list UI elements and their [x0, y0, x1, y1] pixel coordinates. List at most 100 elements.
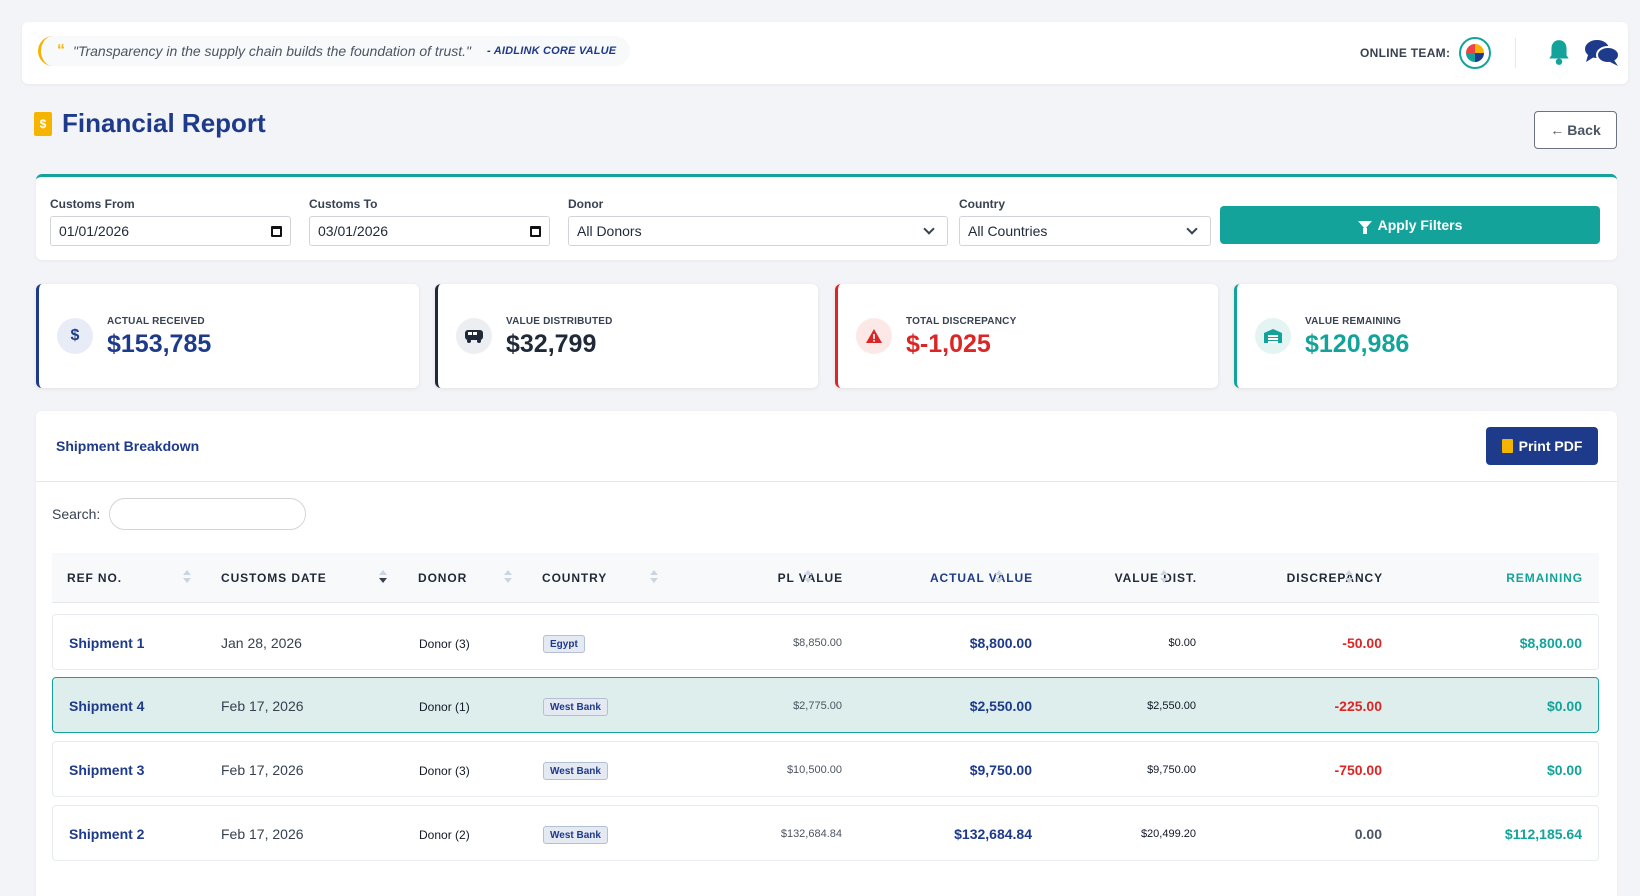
hand-dollar-icon: $ [57, 318, 93, 354]
customs-date: Feb 17, 2026 [221, 698, 304, 714]
donor: Donor (3) [419, 637, 470, 651]
arrow-left-icon: ← [1550, 122, 1565, 138]
remaining: $8,800.00 [1519, 635, 1582, 651]
top-bar: “ "Transparency in the supply chain buil… [22, 22, 1628, 84]
breakdown-title: Shipment Breakdown [56, 438, 200, 454]
print-pdf-button[interactable]: Print PDF [1486, 427, 1598, 465]
sort-icon[interactable] [183, 569, 191, 585]
calendar-icon[interactable] [530, 225, 541, 237]
discrepancy: -750.00 [1334, 762, 1382, 778]
core-value-quote: “ "Transparency in the supply chain buil… [38, 36, 631, 66]
country-group: Country All Countries [959, 197, 1211, 246]
page-header: $ Financial Report [34, 108, 266, 139]
online-team-label: ONLINE TEAM: [1360, 46, 1451, 60]
pl-value: $132,684.84 [780, 828, 842, 840]
customs-date: Feb 17, 2026 [221, 762, 304, 778]
divider [1515, 38, 1516, 68]
customs-from-group: Customs From 01/01/2026 [50, 197, 291, 246]
donor: Donor (1) [419, 700, 470, 714]
chat-icon[interactable] [1584, 38, 1620, 68]
search-input[interactable] [109, 498, 306, 530]
apply-filters-button[interactable]: Apply Filters [1220, 206, 1600, 244]
sort-icon[interactable] [650, 569, 658, 585]
chevron-down-icon [1186, 223, 1198, 235]
table-row[interactable]: Shipment 2 Feb 17, 2026 Donor (2) West B… [52, 805, 1599, 861]
shipment-breakdown-card: Shipment Breakdown Print PDF Search: REF… [36, 411, 1617, 896]
back-button[interactable]: ← Back [1534, 111, 1617, 149]
search-label: Search: [52, 506, 101, 522]
country-label: Country [959, 197, 1005, 211]
column-header-donor[interactable]: DONOR [418, 571, 468, 585]
quote-text: "Transparency in the supply chain builds… [73, 43, 472, 59]
table-row[interactable]: Shipment 3 Feb 17, 2026 Donor (3) West B… [52, 741, 1599, 797]
sort-icon[interactable] [995, 569, 1003, 585]
country-badge: West Bank [543, 762, 608, 780]
sort-icon[interactable] [1345, 569, 1353, 585]
country-badge: West Bank [543, 698, 608, 716]
sort-icon[interactable] [379, 569, 387, 585]
table-header: REF NO. CUSTOMS DATE DONOR COUNTRY PL VA… [52, 553, 1599, 603]
remaining: $0.00 [1546, 698, 1582, 714]
sort-icon[interactable] [504, 569, 512, 585]
discrepancy: -50.00 [1342, 635, 1382, 651]
ref-link[interactable]: Shipment 3 [69, 762, 145, 778]
customs-date: Jan 28, 2026 [221, 635, 302, 651]
truck-icon [456, 318, 492, 354]
customs-from-input[interactable]: 01/01/2026 [50, 216, 291, 246]
ref-link[interactable]: Shipment 1 [69, 635, 145, 651]
quote-source: - AIDLINK CORE VALUE [487, 45, 617, 57]
value-dist: $0.00 [1168, 637, 1196, 649]
column-header-remaining[interactable]: REMAINING [1506, 571, 1583, 585]
donor-label: Donor [568, 197, 604, 211]
bell-icon[interactable] [1546, 38, 1572, 66]
column-header-customs-date[interactable]: CUSTOMS DATE [221, 571, 327, 585]
customs-to-input[interactable]: 03/01/2026 [309, 216, 550, 246]
actual-value: $9,750.00 [969, 762, 1032, 778]
warehouse-icon [1255, 318, 1291, 354]
customs-to-value: 03/01/2026 [318, 223, 389, 239]
ref-link[interactable]: Shipment 4 [69, 698, 145, 714]
stat-value: $153,785 [107, 330, 212, 358]
column-header-country[interactable]: COUNTRY [542, 571, 608, 585]
table-row[interactable]: Shipment 4 Feb 17, 2026 Donor (1) West B… [52, 677, 1599, 733]
donor: Donor (2) [419, 828, 470, 842]
actual-value: $2,550.00 [969, 698, 1032, 714]
stat-card-actual-received: $ ACTUAL RECEIVED $153,785 [36, 284, 419, 388]
value-dist: $20,499.20 [1140, 828, 1196, 840]
pl-value: $8,850.00 [793, 637, 842, 649]
country-value: All Countries [968, 223, 1048, 239]
pdf-icon [1501, 439, 1513, 453]
stat-label: VALUE DISTRIBUTED [506, 316, 613, 327]
sort-icon[interactable] [1160, 569, 1168, 585]
donor-value: All Donors [577, 223, 642, 239]
print-pdf-label: Print PDF [1518, 438, 1583, 454]
chevron-down-icon [923, 223, 935, 235]
apply-filters-label: Apply Filters [1377, 217, 1463, 233]
donor: Donor (3) [419, 764, 470, 778]
actual-value: $8,800.00 [969, 635, 1032, 651]
table-row[interactable]: Shipment 1 Jan 28, 2026 Donor (3) Egypt … [52, 614, 1599, 670]
donor-group: Donor All Donors [568, 197, 948, 246]
column-header-ref[interactable]: REF NO. [67, 571, 122, 585]
stat-value: $-1,025 [906, 330, 991, 358]
actual-value: $132,684.84 [954, 826, 1032, 842]
filters-card: Customs From 01/01/2026 Customs To 03/01… [36, 174, 1617, 260]
stat-card-value-distributed: VALUE DISTRIBUTED $32,799 [435, 284, 818, 388]
discrepancy: -225.00 [1334, 698, 1382, 714]
value-dist: $9,750.00 [1147, 764, 1196, 776]
column-header-discrepancy[interactable]: DISCREPANCY [1286, 571, 1383, 585]
donor-select[interactable]: All Donors [568, 216, 948, 246]
column-header-value-dist[interactable]: VALUE DIST. [1114, 571, 1197, 585]
ref-link[interactable]: Shipment 2 [69, 826, 145, 842]
team-avatar[interactable] [1459, 37, 1491, 69]
column-header-actual-value[interactable]: ACTUAL VALUE [929, 571, 1033, 585]
calendar-icon[interactable] [271, 225, 282, 237]
page-title: Financial Report [62, 108, 266, 138]
country-badge: West Bank [543, 826, 608, 844]
remaining: $112,185.64 [1504, 826, 1582, 842]
value-dist: $2,550.00 [1147, 700, 1196, 712]
sort-icon[interactable] [804, 569, 812, 585]
stat-label: ACTUAL RECEIVED [107, 316, 205, 327]
quote-icon: “ [57, 42, 65, 59]
country-select[interactable]: All Countries [959, 216, 1211, 246]
